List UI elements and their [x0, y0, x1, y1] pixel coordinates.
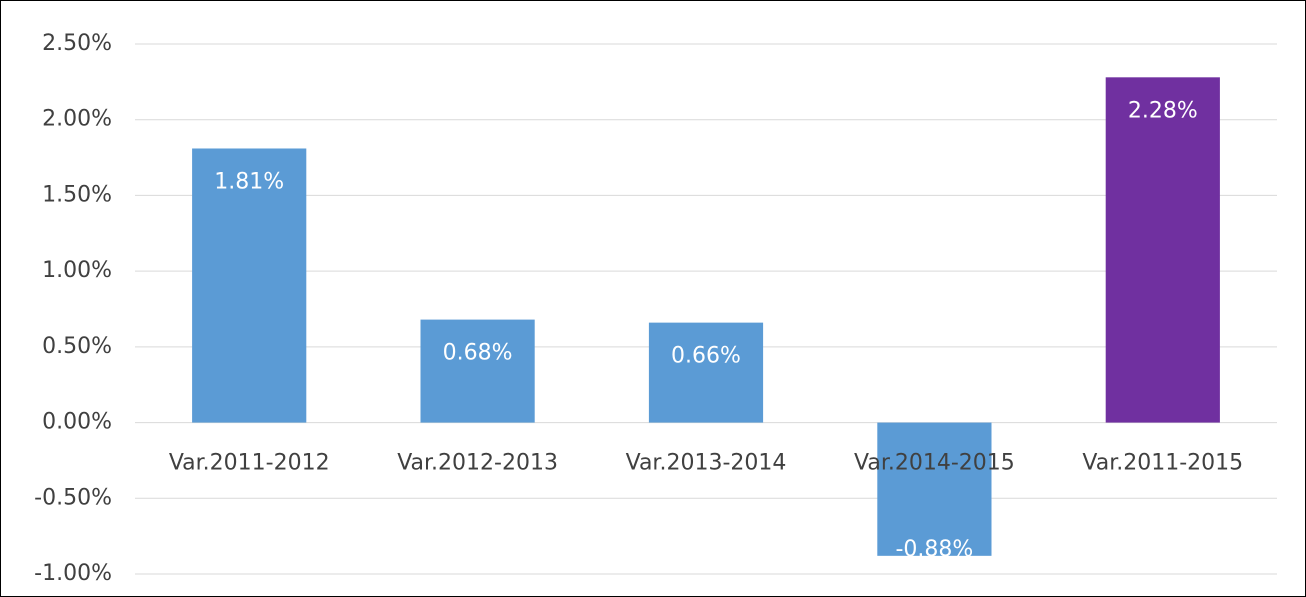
y-tick-label: 2.50%	[42, 31, 112, 56]
data-label: 0.66%	[671, 344, 741, 369]
y-tick-label: -1.00%	[34, 561, 112, 586]
data-label: 1.81%	[214, 169, 284, 194]
y-tick-label: 1.50%	[42, 182, 112, 207]
x-tick-label: Var.2011-2012	[169, 451, 330, 476]
bar	[648, 322, 764, 423]
y-tick-label: 1.00%	[42, 258, 112, 283]
bar	[877, 422, 992, 556]
data-label: 2.28%	[1128, 98, 1198, 123]
y-tick-label: 0.00%	[42, 410, 112, 435]
y-tick-label: 0.50%	[42, 334, 112, 359]
x-tick-label: Var.2014-2015	[854, 451, 1015, 476]
x-tick-label: Var.2013-2014	[626, 451, 787, 476]
x-tick-label: Var.2011-2015	[1082, 451, 1243, 476]
data-label: 0.68%	[443, 341, 513, 366]
bar	[1105, 77, 1220, 423]
bar	[420, 319, 535, 423]
data-label: -0.88%	[895, 537, 973, 562]
x-tick-label: Var.2012-2013	[397, 451, 558, 476]
y-tick-label: 2.00%	[42, 107, 112, 132]
bar	[192, 148, 307, 423]
y-tick-label: -0.50%	[34, 485, 112, 510]
